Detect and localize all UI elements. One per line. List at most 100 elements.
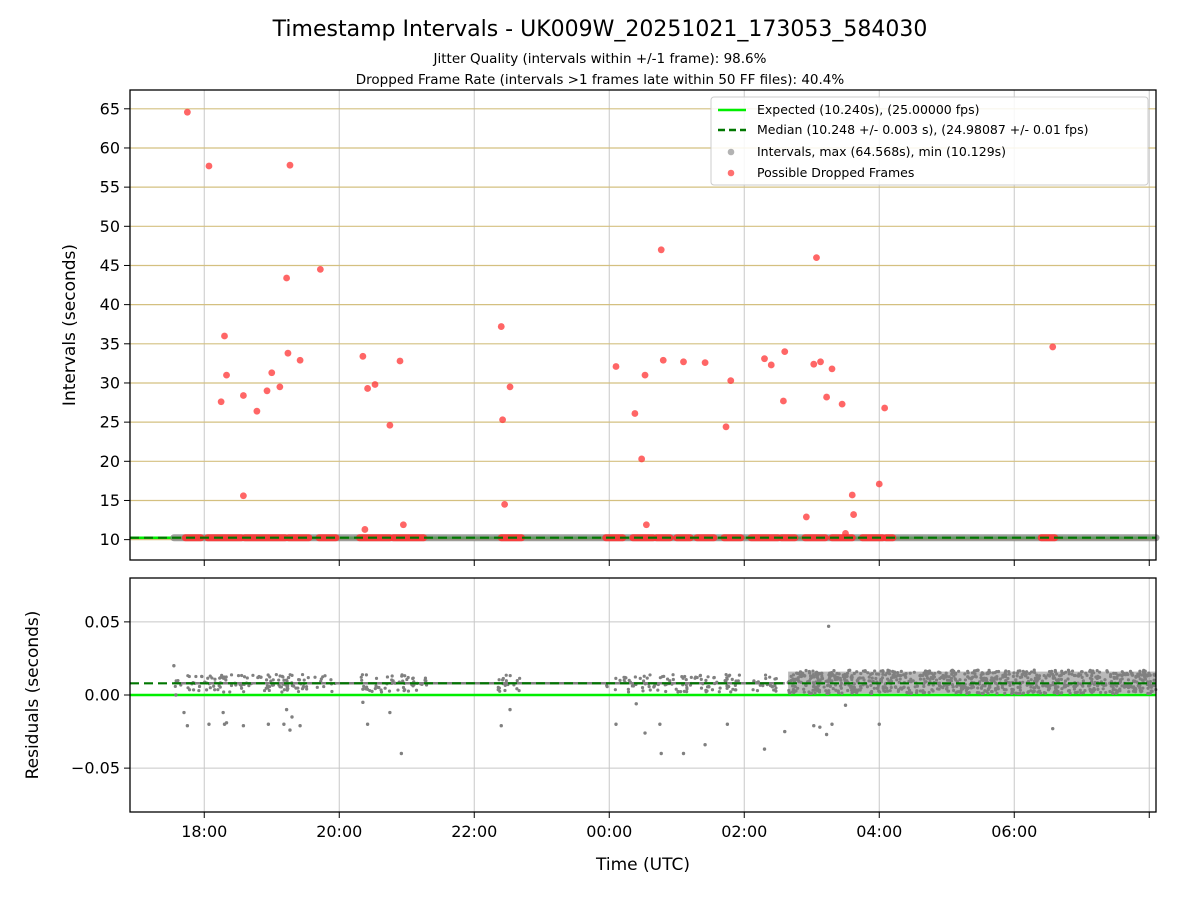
residual-point [1085,673,1089,677]
residual-point [1004,688,1008,692]
residuals-series [130,624,1158,756]
dropped-frame-point [638,455,646,463]
residual-point [966,669,970,673]
residual-point [963,685,968,690]
residual-point [187,688,192,692]
residual-point [865,685,870,689]
residual-point [947,675,951,679]
residual-point [1132,680,1136,684]
residual-point [1080,675,1084,679]
residuals-ticks: 18:00 20:00 22:00 00:00 02:00 04:00 06:00 −0.05… [71,612,1150,841]
residual-point [1128,669,1133,673]
residual-point [755,688,760,693]
residual-point [228,690,232,694]
residual-point [1018,691,1022,696]
residual-point [1070,669,1075,673]
residual-point [222,676,226,680]
residual-point [1141,686,1145,690]
residual-point [891,669,895,673]
residual-point [251,673,255,677]
residual-point [1032,668,1036,672]
residual-point [503,683,507,687]
residual-point [424,679,428,683]
residual-point [931,689,935,693]
residual-point [889,685,893,690]
residual-point [986,691,990,695]
residual-point [1070,672,1074,676]
residual-point [1004,669,1008,673]
residual-point [751,688,755,692]
residual-point [869,672,873,676]
residual-point [1011,674,1016,679]
residual-point [239,683,243,688]
residual-point [411,684,415,688]
residual-point [1091,689,1096,693]
residual-point [304,685,309,689]
residual-point [950,672,954,676]
residual-point [365,685,369,689]
residual-outlier-point [659,751,663,756]
residual-point [403,674,407,678]
residual-point [497,686,501,690]
residual-point [683,674,687,679]
residual-point [795,671,800,675]
residual-point [1097,670,1102,674]
residual-point [313,675,317,679]
residual-point [1042,691,1046,695]
residual-point [725,677,729,681]
residual-point [827,689,831,693]
residual-point [839,681,844,685]
residual-point [985,677,989,682]
residual-point [959,686,964,690]
residual-point [1045,684,1050,688]
residual-point [796,686,800,690]
residual-point [262,688,267,693]
residual-point [648,688,652,692]
residual-point [497,678,501,682]
residual-point [899,686,903,690]
residual-point [614,676,618,680]
residual-point [1000,685,1005,689]
residual-outlier-point [762,747,767,751]
residual-point [828,675,832,679]
residual-point [924,680,928,684]
residual-point [642,679,646,683]
residual-point [1078,688,1082,692]
residual-point [846,688,850,693]
residual-point [879,677,883,682]
residual-point [401,679,405,683]
dropped-frame-point [813,254,820,262]
residual-point [764,676,768,681]
residual-point [909,677,913,681]
residual-point [1029,685,1033,689]
residual-point [1052,690,1056,695]
residual-point [385,675,390,679]
dropped-frame-point [371,381,379,388]
dropped-frame-point [1049,343,1057,351]
residual-point [1088,668,1092,672]
residual-point [832,669,836,673]
residual-point [907,691,911,695]
residual-point [833,674,837,678]
residual-point [867,675,871,679]
residuals-y-tick-label: 0.00 [84,686,120,705]
residual-point [852,671,856,676]
x-tick-label: 18:00 [181,822,227,841]
dropped-frame-point [217,398,225,406]
dropped-frame-point [612,363,620,370]
residual-point [664,689,668,694]
residual-point [1063,679,1068,683]
dropped-frame-point [396,357,404,365]
dropped-frame-point [850,511,857,518]
residual-point [1090,671,1094,675]
residual-point [725,684,729,688]
residual-point [996,687,1000,691]
residual-point [946,689,951,693]
residual-point [804,668,808,673]
residual-point [1096,684,1100,688]
residual-point [952,669,956,673]
residual-point [947,678,951,682]
dropped-frame-point [761,355,768,363]
residual-point [498,689,502,693]
residual-outlier-point [172,664,176,668]
